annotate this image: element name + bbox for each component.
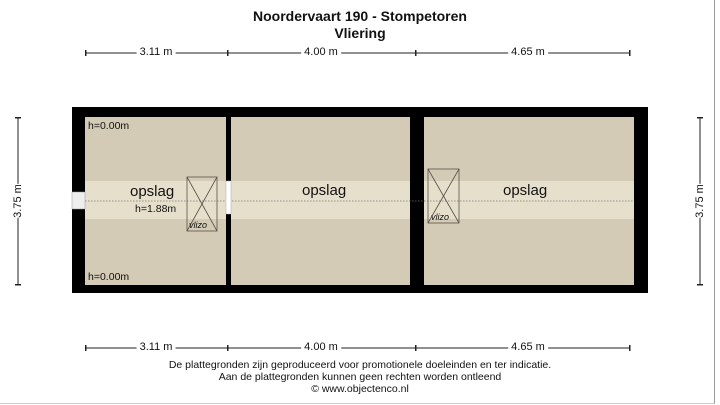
hatch-2-label: vlizo — [431, 212, 450, 222]
room-3-label: opslag — [503, 182, 548, 199]
room-1-height: h=1.88m — [135, 203, 177, 215]
dimension-ticks — [15, 50, 703, 351]
dim-top-1: 3.11 m — [136, 46, 176, 58]
room-2-label: opslag — [302, 182, 347, 199]
door-opening — [225, 180, 232, 215]
hatch-1 — [186, 176, 218, 232]
dim-bottom-3: 4.65 m — [508, 341, 548, 353]
dim-bottom-1: 3.11 m — [136, 341, 176, 353]
height-mark-bottom: h=0.00m — [88, 271, 130, 283]
disclaimer-1: De plattegronden zijn geproduceerd voor … — [168, 359, 552, 371]
dim-top-2: 4.00 m — [301, 46, 341, 58]
room-1-label: opslag — [130, 183, 175, 200]
dim-top-3: 4.65 m — [508, 46, 548, 58]
room-1-band — [85, 181, 226, 219]
room-2-band — [231, 181, 410, 219]
copyright-link[interactable]: © www.objectenco.nl — [311, 383, 409, 395]
height-mark-top: h=0.00m — [88, 120, 130, 132]
dim-right: 3.75 m — [691, 184, 709, 218]
hatch-1-label: vlizo — [189, 220, 208, 230]
dim-left: 3.75 m — [9, 184, 27, 218]
disclaimer-2: Aan de plattegronden kunnen geen rechten… — [218, 371, 502, 383]
plan-title: Noordervaart 190 - Stompetoren — [253, 8, 467, 24]
window-left — [71, 191, 86, 210]
floor-name: Vliering — [334, 25, 386, 41]
dim-bottom-2: 4.00 m — [301, 341, 341, 353]
hatch-2 — [427, 168, 460, 224]
